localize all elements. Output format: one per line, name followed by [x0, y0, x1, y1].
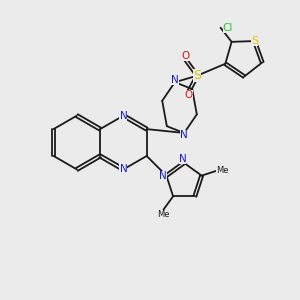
Text: N: N — [180, 130, 188, 140]
Text: N: N — [119, 164, 127, 174]
Text: N: N — [171, 75, 179, 85]
Text: O: O — [185, 90, 193, 100]
Text: S: S — [193, 69, 201, 82]
Text: S: S — [251, 36, 258, 46]
Text: Me: Me — [157, 211, 170, 220]
Text: N: N — [178, 154, 186, 164]
Text: Cl: Cl — [223, 23, 233, 33]
Text: N: N — [119, 111, 127, 121]
Text: Me: Me — [216, 166, 229, 175]
Text: O: O — [182, 51, 190, 61]
Text: N: N — [159, 171, 167, 181]
